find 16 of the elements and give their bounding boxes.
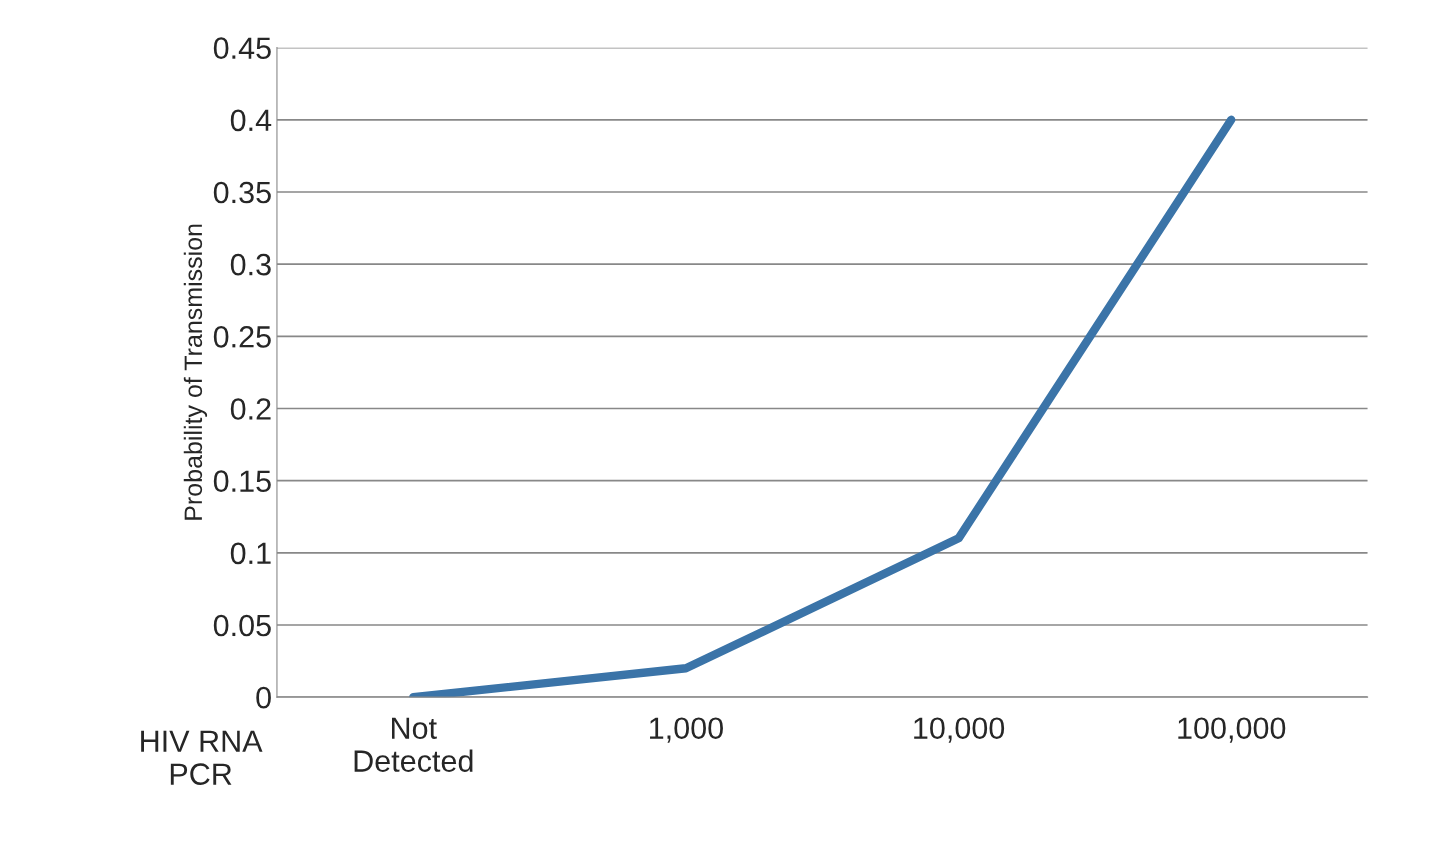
x-tick-label: Not Detected bbox=[354, 717, 473, 772]
x-tick-label: 10,000 bbox=[914, 717, 1005, 743]
x-tick-label: 1,000 bbox=[650, 717, 723, 743]
y-tick-label: 0 bbox=[256, 686, 271, 709]
y-tick-label: 0.35 bbox=[213, 181, 271, 204]
y-tick-label: 0.2 bbox=[230, 398, 271, 420]
y-tick-label: 0.4 bbox=[230, 109, 272, 132]
y-tick-label: 0.15 bbox=[213, 470, 271, 492]
y-tick-label: 0.1 bbox=[230, 542, 271, 565]
y-tick-label: 0.25 bbox=[213, 326, 271, 348]
y-tick-label: 0.45 bbox=[213, 37, 271, 59]
y-axis-title: Probability of Transmission bbox=[183, 224, 208, 520]
x-tick-label: 100,000 bbox=[1178, 717, 1286, 743]
x-axis-title: HIV RNA PCR bbox=[141, 730, 263, 785]
y-tick-label: 0.3 bbox=[230, 253, 271, 276]
y-tick-label: 0.05 bbox=[213, 614, 271, 637]
